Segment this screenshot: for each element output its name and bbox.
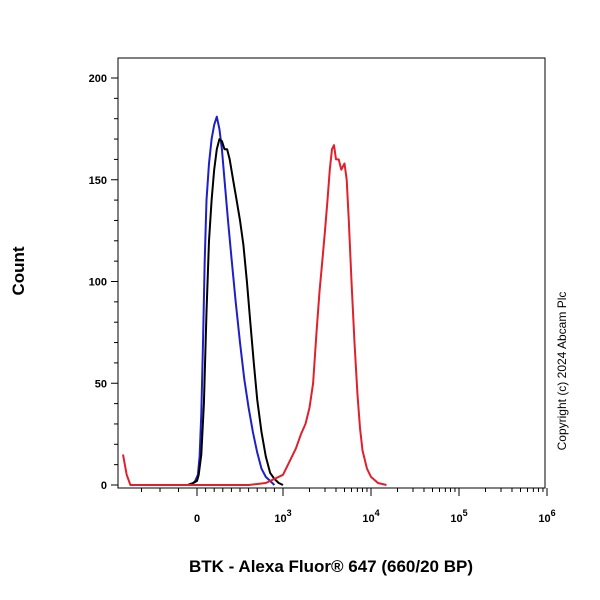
- y-tick-label: 0: [101, 480, 107, 492]
- copyright-text: Copyright (c) 2024 Abcam Plc: [555, 292, 569, 451]
- x-axis: 0 103 104 105 106: [141, 488, 556, 525]
- x-tick-label: 105: [450, 508, 467, 525]
- series-line-2: [187, 138, 284, 486]
- y-axis: 0 50 100 150 200: [89, 73, 118, 492]
- x-tick-label: 106: [538, 508, 555, 525]
- y-tick-label: 200: [89, 73, 107, 85]
- x-tick-label: 103: [274, 508, 291, 525]
- series-line-1: [190, 115, 276, 486]
- y-axis-title: Count: [9, 246, 28, 295]
- series-layer: [122, 115, 387, 486]
- y-tick-label: 150: [89, 175, 107, 187]
- x-tick-label: 0: [194, 513, 200, 525]
- series-line-3: [122, 144, 387, 486]
- y-tick-label: 50: [95, 378, 107, 390]
- plot-frame: [117, 57, 546, 489]
- y-tick-label: 100: [89, 277, 107, 289]
- x-axis-title: BTK - Alexa Fluor® 647 (660/20 BP): [189, 557, 473, 576]
- x-tick-label: 104: [362, 508, 379, 525]
